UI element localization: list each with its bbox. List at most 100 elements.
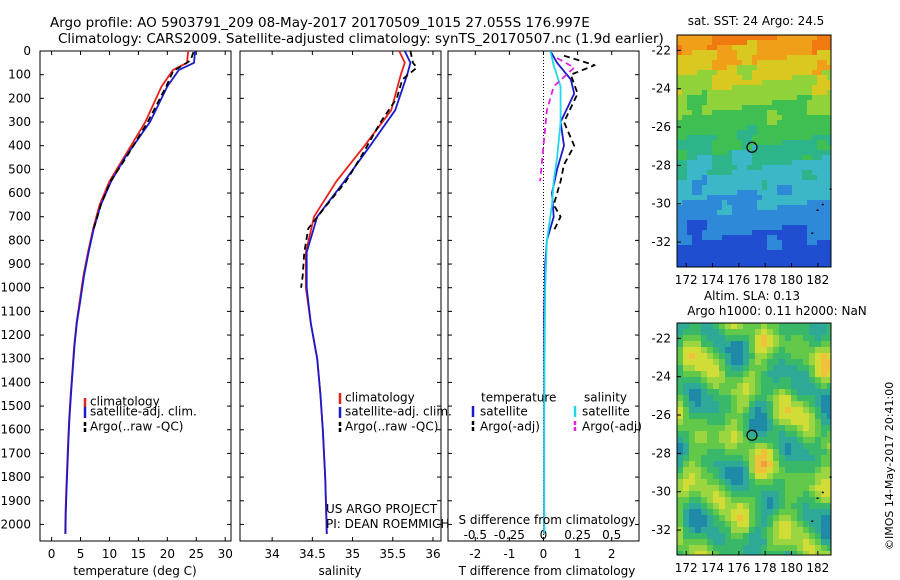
map-cell [682,245,688,251]
map-cell [737,473,744,480]
map-cell [732,265,738,267]
map-cell [743,323,750,330]
map-cell [797,353,804,360]
map-cell [697,35,703,41]
map-cell [792,160,798,166]
map-cell [803,395,810,402]
map-cell [677,45,683,51]
map-cell [752,165,758,171]
map-cell [701,341,708,348]
map-cell [787,140,793,146]
map-cell [749,533,756,540]
map-cell [737,449,744,456]
map-cell [812,115,818,121]
map-cell [777,170,783,176]
map-cell [725,449,732,456]
map-cell [797,449,804,456]
map-cell [755,341,762,348]
map-cell [689,527,696,534]
map-cell [761,503,768,510]
legend-label-sal-argo: Argo(-adj) [582,420,642,434]
map-cell [792,145,798,151]
map-cell [797,527,804,534]
map-cell [742,195,748,201]
map-cell [717,65,723,71]
map-cell [687,60,693,66]
map-cell [749,455,756,462]
map-cell [677,210,683,216]
map-cell [707,165,713,171]
map-cell [817,85,823,91]
map-cell [755,479,762,486]
map-cell [787,215,793,221]
map-cell [779,329,786,336]
map-cell [722,250,728,256]
map-cell [702,200,708,206]
map-cell [682,85,688,91]
map-cell [743,413,750,420]
map-cell [737,260,743,266]
map-cell [742,60,748,66]
map-cell [683,413,690,420]
map-cell [767,503,774,510]
map-cell [707,467,714,474]
map-cell [827,50,831,56]
map-cell [717,215,723,221]
map-cell [695,503,702,510]
salinity-legend: climatology satellite-adj. clim. Argo(..… [338,391,452,434]
map-cell [732,180,738,186]
map-cell [742,75,748,81]
map-cell [767,551,774,555]
map-cell [737,407,744,414]
map-cell [732,45,738,51]
map-cell [797,509,804,516]
map-cell [782,215,788,221]
map-cell [827,401,831,408]
map-cell [761,491,768,498]
map-cell [692,140,698,146]
map-cell [757,260,763,266]
map-cell [797,539,804,546]
map-cell [802,105,808,111]
map-cell [779,551,786,555]
map-cell [731,377,738,384]
map-cell [677,515,684,522]
map-cell [683,383,690,390]
map-cell [752,190,758,196]
map-cell [695,365,702,372]
map-cell [797,245,803,251]
map-cell [807,265,813,267]
map-cell [717,265,723,267]
map-cell [827,170,831,176]
map-cell [692,95,698,101]
map-cell [677,50,683,56]
map-cell [677,431,684,438]
map-cell [787,250,793,256]
map-cell [737,185,743,191]
map-cell [732,50,738,56]
map-cell [767,155,773,161]
map-cell [785,389,792,396]
map-cell [722,105,728,111]
map-cell [732,235,738,241]
map-cell [827,461,831,468]
map-cell [803,503,810,510]
map-cell [809,359,816,366]
map-cell [719,449,726,456]
map-cell [697,200,703,206]
map-cell [682,115,688,121]
map-cell [682,50,688,56]
map-cell [737,255,743,261]
map-cell [822,130,828,136]
sst-map-x-tick-label: 180 [780,273,803,287]
map-cell [803,479,810,486]
map-cell [731,353,738,360]
map-cell [701,383,708,390]
map-cell [747,90,753,96]
map-cell [785,533,792,540]
map-cell [785,341,792,348]
legend-label-temp-argo: Argo(-adj) [480,420,540,434]
map-cell [773,335,780,342]
map-cell [702,105,708,111]
map-cell [757,265,763,267]
